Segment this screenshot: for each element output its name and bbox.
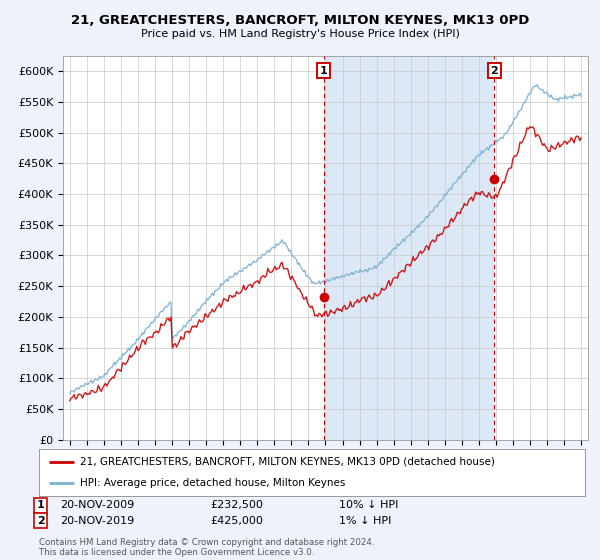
Text: 20-NOV-2019: 20-NOV-2019 [60, 516, 134, 526]
Text: 21, GREATCHESTERS, BANCROFT, MILTON KEYNES, MK13 0PD (detached house): 21, GREATCHESTERS, BANCROFT, MILTON KEYN… [80, 456, 495, 466]
Bar [324, 56, 494, 440]
Text: 10% ↓ HPI: 10% ↓ HPI [339, 500, 398, 510]
Text: 2: 2 [37, 516, 44, 526]
Text: £232,500: £232,500 [210, 500, 263, 510]
Text: 21, GREATCHESTERS, BANCROFT, MILTON KEYNES, MK13 0PD: 21, GREATCHESTERS, BANCROFT, MILTON KEYN… [71, 14, 529, 27]
Text: Contains HM Land Registry data © Crown copyright and database right 2024.
This d: Contains HM Land Registry data © Crown c… [39, 538, 374, 557]
Text: £425,000: £425,000 [210, 516, 263, 526]
Text: 1: 1 [320, 66, 328, 76]
Text: HPI: Average price, detached house, Milton Keynes: HPI: Average price, detached house, Milt… [80, 478, 346, 488]
Text: 1: 1 [37, 500, 44, 510]
Text: Price paid vs. HM Land Registry's House Price Index (HPI): Price paid vs. HM Land Registry's House … [140, 29, 460, 39]
Text: 20-NOV-2009: 20-NOV-2009 [60, 500, 134, 510]
Text: 2: 2 [490, 66, 498, 76]
Text: 1% ↓ HPI: 1% ↓ HPI [339, 516, 391, 526]
